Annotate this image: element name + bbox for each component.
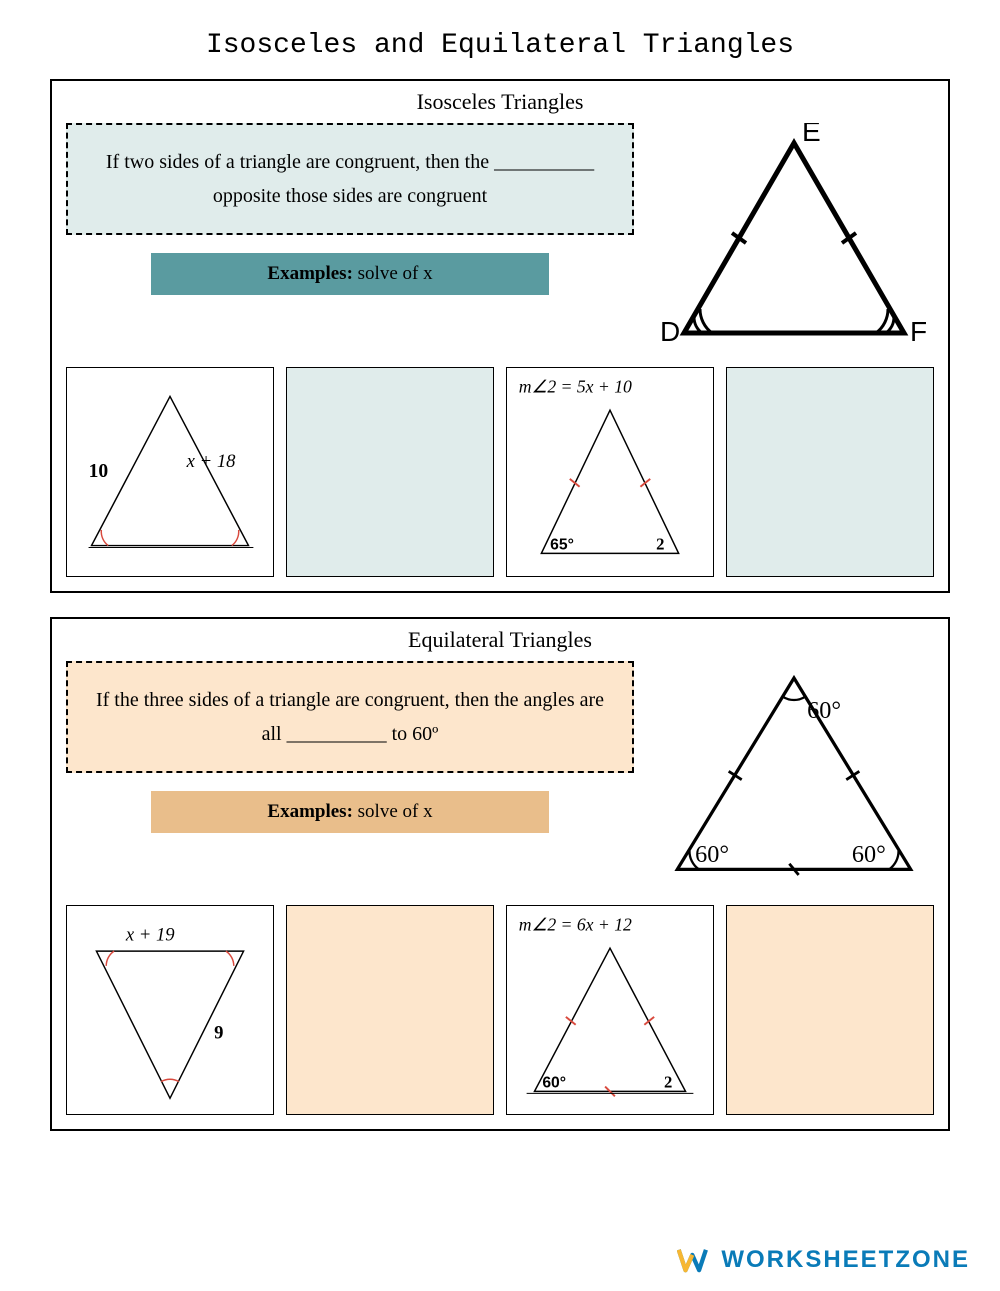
iso-example-1-answer[interactable] [286, 367, 494, 577]
iso-example-2: m∠2 = 5x + 10 65° 2 [506, 367, 714, 577]
page-title: Isosceles and Equilateral Triangles [50, 30, 950, 61]
equilateral-definition-box: If the three sides of a triangle are con… [66, 661, 634, 773]
eq-ex2-expr: m∠2 = 6x + 12 [519, 915, 632, 935]
iso-example-1: 10 x + 18 [66, 367, 274, 577]
equilateral-big-figure: 60° 60° 60° [654, 661, 934, 891]
isosceles-definition-box: If two sides of a triangle are congruent… [66, 123, 634, 235]
iso-ex2-right-angle: 2 [656, 534, 664, 553]
eq-ex1-top-label: x + 19 [125, 924, 175, 945]
eq-ex2-right-angle: 2 [664, 1072, 672, 1091]
eq-angle-right: 60° [852, 841, 886, 868]
eq-example-1-answer[interactable] [286, 905, 494, 1115]
vertex-f-label: F [910, 316, 927, 347]
watermark: WORKSHEETZONE [677, 1243, 970, 1277]
vertex-d-label: D [660, 316, 680, 347]
iso-ex1-right-label: x + 18 [186, 451, 236, 472]
iso-ex1-left-label: 10 [89, 461, 109, 482]
isosceles-examples-bar: Examples: solve of x [151, 253, 549, 295]
examples-sub: solve of x [353, 263, 433, 284]
examples-sub: solve of x [353, 801, 433, 822]
watermark-text: WORKSHEETZONE [721, 1246, 970, 1274]
iso-ex2-expr: m∠2 = 5x + 10 [519, 377, 632, 397]
eq-angle-left: 60° [695, 841, 729, 868]
eq-example-1: x + 19 9 [66, 905, 274, 1115]
examples-label: Examples: [267, 801, 353, 822]
isosceles-big-figure: E D F [654, 123, 934, 353]
iso-ex2-left-angle: 65° [550, 536, 574, 553]
examples-label: Examples: [267, 263, 353, 284]
equilateral-section: Equilateral Triangles If the three sides… [50, 617, 950, 1131]
equilateral-examples-bar: Examples: solve of x [151, 791, 549, 833]
vertex-e-label: E [802, 123, 821, 147]
eq-example-2-answer[interactable] [726, 905, 934, 1115]
eq-ex1-right-label: 9 [214, 1022, 223, 1043]
eq-ex2-left-angle: 60° [542, 1074, 566, 1091]
worksheetzone-logo-icon [677, 1243, 711, 1277]
eq-angle-top: 60° [807, 697, 841, 724]
iso-example-2-answer[interactable] [726, 367, 934, 577]
isosceles-section: Isosceles Triangles If two sides of a tr… [50, 79, 950, 593]
equilateral-heading: Equilateral Triangles [66, 627, 934, 653]
isosceles-heading: Isosceles Triangles [66, 89, 934, 115]
eq-example-2: m∠2 = 6x + 12 60° 2 [506, 905, 714, 1115]
